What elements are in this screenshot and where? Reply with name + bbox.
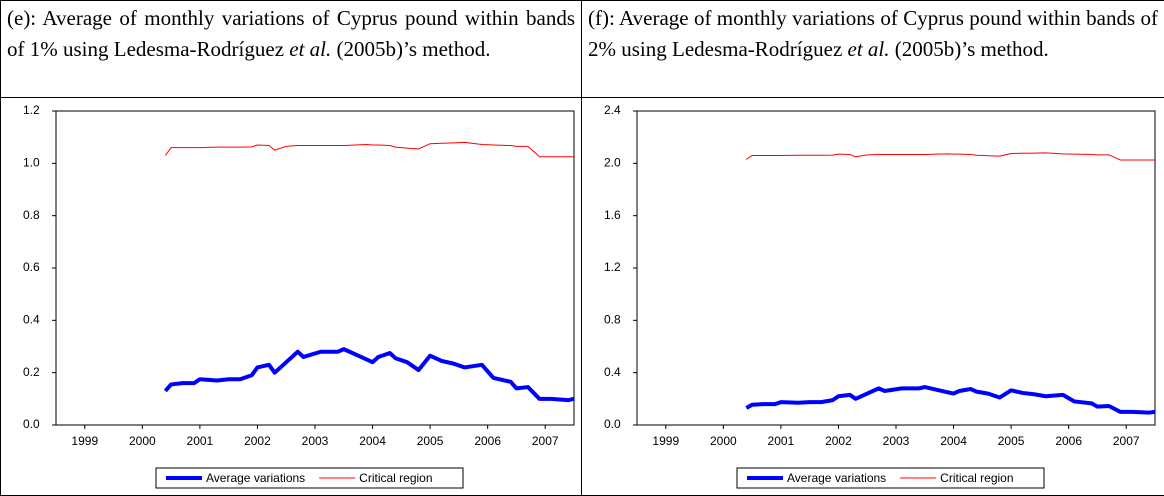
caption-text: (2005b)’s method.: [890, 37, 1049, 61]
x-tick-label: 2003: [883, 434, 910, 448]
plot-frame: [637, 111, 1155, 425]
x-tick-label: 2002: [825, 434, 852, 448]
series-line: [746, 387, 1155, 413]
x-tick-label: 2000: [710, 434, 737, 448]
x-tick-label: 1999: [652, 434, 679, 448]
x-tick-label: 2006: [1055, 434, 1082, 448]
y-tick-label: 0.0: [23, 417, 40, 431]
series-line: [746, 153, 1155, 160]
legend-label: Average variations: [787, 471, 886, 485]
y-tick-label: 0.6: [23, 260, 40, 274]
x-tick-label: 2006: [474, 434, 501, 448]
legend-label: Critical region: [359, 471, 432, 485]
caption: (f): Average of monthly variations of Cy…: [582, 1, 1164, 97]
x-tick-label: 2004: [359, 434, 386, 448]
x-tick-label: 2007: [1113, 434, 1140, 448]
caption-cell: (e): Average of monthly variations of Cy…: [1, 1, 582, 98]
y-tick-label: 0.0: [604, 417, 621, 431]
chart: 0.0 0.2 0.4 0.6 0.8 1.0 1.2 1999 2000 2001 2002 200…: [1, 98, 581, 490]
caption-italic: et al.: [848, 37, 890, 61]
caption-cell: (f): Average of monthly variations of Cy…: [582, 1, 1164, 98]
x-tick-label: 2002: [244, 434, 271, 448]
x-tick-label: 2001: [187, 434, 214, 448]
chart-cell: 0.0 0.4 0.8 1.2 1.6 2.0 2.4 1999 2000 2001 2002 200…: [582, 98, 1164, 496]
caption: (e): Average of monthly variations of Cy…: [1, 1, 581, 97]
y-tick-label: 0.8: [604, 313, 621, 327]
series-line: [165, 349, 574, 400]
y-tick-label: 1.0: [23, 156, 40, 170]
y-tick-label: 0.4: [604, 365, 621, 379]
x-tick-label: 2001: [768, 434, 795, 448]
y-tick-label: 0.4: [23, 313, 40, 327]
legend-label: Critical region: [940, 471, 1013, 485]
chart: 0.0 0.4 0.8 1.2 1.6 2.0 2.4 1999 2000 2001 2002 200…: [582, 98, 1162, 490]
y-tick-label: 1.2: [604, 260, 621, 274]
y-tick-label: 2.0: [604, 156, 621, 170]
x-tick-label: 2003: [302, 434, 329, 448]
y-tick-label: 2.4: [604, 103, 621, 117]
x-tick-label: 2004: [940, 434, 967, 448]
x-tick-label: 2000: [129, 434, 156, 448]
x-tick-label: 1999: [71, 434, 98, 448]
x-tick-label: 2007: [532, 434, 559, 448]
series-line: [165, 142, 574, 156]
y-tick-label: 0.8: [23, 208, 40, 222]
x-tick-label: 2005: [998, 434, 1025, 448]
caption-text: (2005b)’s method.: [331, 37, 490, 61]
chart-cell: 0.0 0.2 0.4 0.6 0.8 1.0 1.2 1999 2000 2001 2002 200…: [1, 98, 582, 496]
legend-label: Average variations: [206, 471, 305, 485]
y-tick-label: 1.6: [604, 208, 621, 222]
caption-italic: et al.: [289, 37, 331, 61]
y-tick-label: 1.2: [23, 103, 40, 117]
x-tick-label: 2005: [417, 434, 444, 448]
y-tick-label: 0.2: [23, 365, 40, 379]
